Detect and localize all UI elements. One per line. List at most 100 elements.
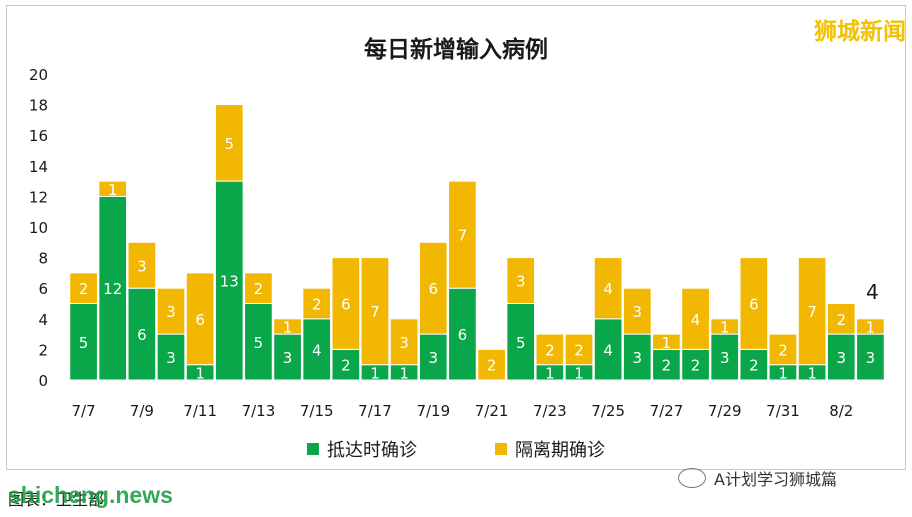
brand-logo: 狮城新闻 (814, 19, 906, 45)
legend-label-quarantine: 隔离期确诊 (515, 440, 605, 461)
data-label: 7 (807, 303, 817, 321)
x-tick-label: 7/29 (708, 402, 742, 420)
data-label: 7 (370, 303, 380, 321)
bar-quarantine (214, 104, 244, 182)
x-tick-label: 7/31 (766, 402, 800, 420)
bar-quarantine (448, 180, 477, 289)
footer-caption: 图表：卫生部 (8, 490, 105, 509)
data-label: 2 (545, 341, 555, 359)
bar-arrival (331, 348, 361, 381)
data-label: 3 (720, 349, 730, 367)
y-tick-label: 8 (38, 250, 48, 268)
bar-arrival (826, 333, 856, 381)
x-tick-label: 7/15 (300, 402, 334, 420)
y-tick-label: 18 (29, 97, 48, 115)
wechat-account: A计划学习狮城篇 (678, 466, 837, 490)
data-label: 2 (487, 357, 497, 375)
y-tick-label: 12 (29, 188, 48, 206)
bar-quarantine (856, 318, 885, 335)
y-tick-label: 0 (38, 372, 48, 390)
bar-quarantine (710, 318, 740, 335)
legend-item-arrival: 抵达时确诊 (307, 436, 417, 462)
y-tick-label: 14 (29, 158, 48, 176)
data-label: 5 (516, 334, 526, 352)
data-label: 4 (691, 311, 701, 329)
x-tick-label: 7/7 (72, 402, 96, 420)
data-label: 2 (254, 280, 264, 298)
bar-arrival (506, 303, 536, 381)
x-tick-label: 7/21 (475, 402, 509, 420)
data-label: 3 (429, 349, 439, 367)
bar-quarantine (185, 272, 215, 366)
data-label: 6 (137, 326, 147, 344)
x-tick-label: 7/17 (358, 402, 392, 420)
legend-swatch-arrival (307, 443, 319, 455)
bar-quarantine (652, 333, 681, 350)
x-tick-label: 7/11 (183, 402, 217, 420)
data-label: 7 (458, 227, 468, 245)
data-label: 2 (79, 280, 89, 298)
x-tick-label: 7/25 (591, 402, 625, 420)
data-label: 6 (429, 280, 439, 298)
data-label: 12 (103, 280, 122, 298)
data-label: 6 (195, 311, 205, 329)
bar-quarantine (418, 241, 448, 335)
bar-arrival (448, 287, 477, 381)
data-label: 5 (225, 135, 235, 153)
data-label: 2 (341, 357, 351, 375)
x-tick-label: 7/19 (416, 402, 450, 420)
total-annotation: 4 (866, 280, 879, 304)
data-label: 3 (283, 349, 293, 367)
data-label: 1 (195, 364, 205, 382)
data-label: 1 (662, 334, 672, 352)
x-tick-label: 7/23 (533, 402, 567, 420)
data-label: 3 (516, 273, 526, 291)
data-label: 6 (749, 296, 759, 314)
y-tick-label: 10 (29, 219, 48, 237)
data-label: 6 (458, 326, 468, 344)
data-label: 1 (283, 318, 293, 336)
bar-arrival (302, 318, 332, 381)
data-label: 3 (837, 349, 847, 367)
bar-quarantine (797, 257, 827, 366)
bar-quarantine (302, 287, 332, 320)
data-label: 4 (603, 341, 613, 359)
data-label: 3 (866, 349, 876, 367)
data-label: 1 (574, 364, 584, 382)
data-label: 2 (574, 341, 584, 359)
data-label: 1 (545, 364, 555, 382)
bar-arrival (156, 333, 186, 381)
data-label: 3 (137, 257, 147, 275)
bar-quarantine (331, 257, 361, 350)
bar-arrival (681, 348, 710, 381)
bar-arrival (69, 303, 98, 381)
bar-arrival (710, 333, 740, 381)
x-tick-label: 7/13 (242, 402, 276, 420)
chart-title: 每日新增输入病例 (364, 37, 548, 63)
data-label: 3 (166, 303, 176, 321)
y-tick-label: 4 (38, 311, 48, 329)
data-label: 1 (807, 364, 817, 382)
bar-arrival (418, 333, 448, 381)
data-label: 3 (166, 349, 176, 367)
bar-quarantine (98, 180, 128, 197)
y-tick-label: 6 (38, 280, 48, 298)
data-label: 1 (778, 364, 788, 382)
bar-arrival (273, 333, 302, 381)
data-label: 3 (399, 334, 409, 352)
watermark: shicheng.news (8, 482, 173, 508)
bar-quarantine (681, 287, 710, 350)
data-label: 13 (220, 273, 239, 291)
bar-quarantine (826, 303, 856, 335)
bar-quarantine (506, 257, 536, 305)
bar-arrival (856, 333, 885, 381)
legend-item-quarantine: 隔离期确诊 (495, 436, 605, 462)
data-label: 2 (778, 341, 788, 359)
bar-quarantine (535, 333, 565, 366)
bar-arrival (622, 333, 652, 381)
bar-quarantine (477, 348, 506, 381)
bar-quarantine (564, 333, 594, 366)
data-label: 6 (341, 296, 351, 314)
legend-swatch-quarantine (495, 443, 507, 455)
